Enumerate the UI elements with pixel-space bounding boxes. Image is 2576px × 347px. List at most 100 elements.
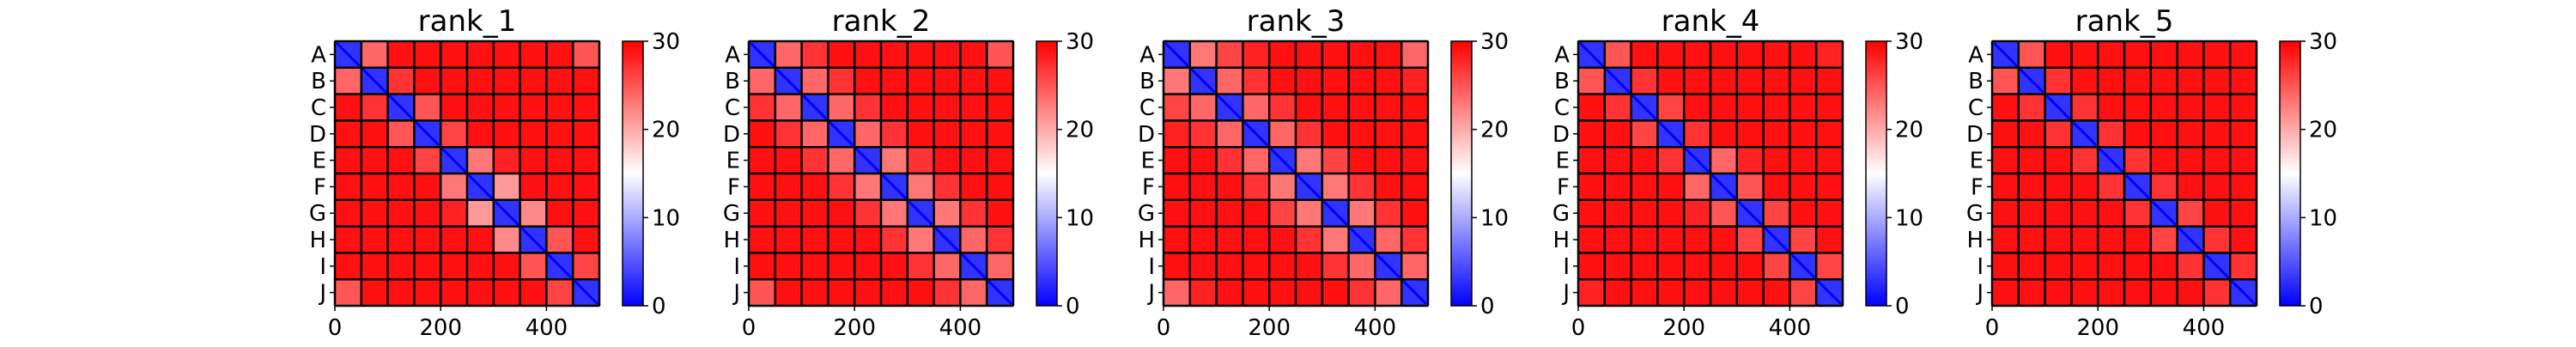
- y-tick-label: C: [1139, 95, 1155, 121]
- heatmap-cell: [1604, 199, 1632, 228]
- y-tick-label: G: [723, 201, 740, 227]
- heatmap-cell: [414, 279, 441, 307]
- heatmap-cell: [1269, 41, 1297, 69]
- heatmap-cell: [1242, 147, 1270, 174]
- heatmap-cell: [2203, 41, 2231, 69]
- y-tick-label: H: [309, 228, 326, 253]
- heatmap-cell: [1992, 120, 2020, 148]
- heatmap-cell: [2124, 226, 2152, 253]
- colorbar-tick-label: 0: [1480, 294, 1495, 320]
- heatmap-cell: [1189, 226, 1218, 253]
- y-tick-label: E: [726, 149, 740, 174]
- heatmap-cell: [854, 199, 882, 228]
- heatmap-cell: [1296, 253, 1323, 280]
- x-tick-label: 200: [1248, 315, 1291, 341]
- heatmap-cell: [1163, 226, 1191, 253]
- heatmap-cell: [1604, 94, 1632, 121]
- heatmap-cell: [2203, 67, 2231, 95]
- heatmap-cell: [881, 226, 908, 253]
- heatmap-cell: [2018, 94, 2046, 121]
- heatmap-cell: [519, 279, 547, 307]
- heatmap-cell: [467, 253, 495, 280]
- diagonal-streak: [855, 148, 881, 174]
- heatmap-cell: [1321, 226, 1350, 253]
- heatmap-cell: [519, 67, 547, 95]
- heatmap-cell: [519, 94, 547, 121]
- heatmap-cell: [387, 67, 415, 95]
- heatmap-cell: [440, 120, 468, 148]
- colorbar: [1865, 40, 1887, 307]
- heatmap-cell: [414, 253, 441, 280]
- heatmap-cell: [335, 120, 362, 148]
- heatmap-cell: [2150, 120, 2178, 148]
- y-tick-label: G: [1552, 201, 1570, 227]
- heatmap-cell: [1789, 226, 1817, 253]
- heatmap-cell: [546, 41, 574, 69]
- y-tick-label: A: [311, 42, 326, 68]
- heatmap-cell: [387, 174, 415, 201]
- heatmap-cell: [2203, 174, 2231, 201]
- heatmap-cell: [775, 94, 803, 121]
- heatmap-cell: [775, 226, 803, 253]
- heatmap-cell: [828, 41, 855, 69]
- heatmap-cell: [2230, 253, 2257, 280]
- heatmap-cell: [1816, 94, 1844, 121]
- heatmap-cell: [2018, 147, 2046, 174]
- heatmap-cell: [2177, 174, 2204, 201]
- heatmap-cell: [854, 120, 882, 148]
- heatmap-cell: [2098, 41, 2125, 69]
- y-tick-label: J: [1561, 281, 1570, 307]
- heatmap-cell: [1375, 41, 1402, 69]
- heatmap-cell: [1375, 174, 1402, 201]
- heatmap-cell: [749, 147, 776, 174]
- heatmap-cell: [907, 253, 935, 280]
- heatmap-cell: [440, 253, 468, 280]
- heatmap-cell: [960, 41, 987, 69]
- heatmap-cell: [801, 41, 829, 69]
- heatmap-cell: [1401, 67, 1429, 95]
- heatmap-cell: [2230, 41, 2257, 69]
- heatmap-cell: [1296, 67, 1323, 95]
- heatmap-cell: [987, 41, 1014, 69]
- heatmap-cell: [2150, 67, 2178, 95]
- heatmap-cell: [2124, 94, 2152, 121]
- y-tick-label: I: [1148, 254, 1155, 280]
- diagonal-streak: [1605, 68, 1631, 94]
- diagonal-streak: [1270, 148, 1296, 174]
- heatmap-cell: [2018, 120, 2046, 148]
- heatmap-cell: [2098, 253, 2125, 280]
- heatmap-cell: [573, 226, 600, 253]
- heatmap-cell: [1296, 41, 1323, 69]
- heatmap-cell: [987, 226, 1014, 253]
- heatmap-cell: [1375, 120, 1402, 148]
- heatmap-cell: [1816, 226, 1844, 253]
- heatmap-cell: [1684, 279, 1711, 307]
- heatmap-cell: [493, 41, 521, 69]
- heatmap-cell: [881, 199, 908, 228]
- x-tick-label: 400: [1769, 315, 1812, 341]
- heatmap-cell: [1269, 199, 1297, 228]
- diagonal-streak: [934, 227, 960, 253]
- heatmap-cell: [933, 174, 961, 201]
- heatmap-cell: [1375, 147, 1402, 174]
- heatmap-cell: [1710, 41, 1738, 69]
- heatmap-cell: [519, 147, 547, 174]
- heatmap-cell: [2150, 147, 2178, 174]
- heatmap-cell: [2124, 253, 2152, 280]
- heatmap-cell: [2071, 147, 2099, 174]
- heatmap-cell: [2150, 41, 2178, 69]
- heatmap-cell: [2203, 226, 2231, 253]
- heatmap-cell: [775, 279, 803, 307]
- heatmap-cell: [2071, 279, 2099, 307]
- heatmap-cell: [1348, 279, 1376, 307]
- heatmap-cell: [1992, 226, 2020, 253]
- heatmap-cell: [1269, 253, 1297, 280]
- heatmap-cell: [1657, 94, 1685, 121]
- heatmap-cell: [881, 120, 908, 148]
- heatmap-cell: [1242, 41, 1270, 69]
- y-tick-label: G: [1966, 201, 1984, 227]
- heatmap-cell: [1763, 253, 1790, 280]
- heatmap-cell: [1816, 147, 1844, 174]
- heatmap-cell: [335, 67, 362, 95]
- diagonal-streak: [1217, 94, 1242, 120]
